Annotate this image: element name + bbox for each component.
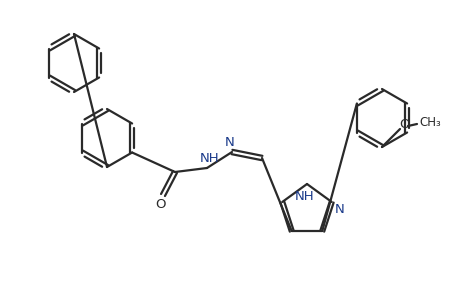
Text: NH: NH: [200, 153, 220, 166]
Text: N: N: [225, 136, 235, 150]
Text: N: N: [335, 203, 345, 216]
Text: NH: NH: [295, 190, 315, 203]
Text: CH₃: CH₃: [419, 116, 441, 128]
Text: O: O: [400, 118, 410, 131]
Text: O: O: [155, 198, 165, 211]
